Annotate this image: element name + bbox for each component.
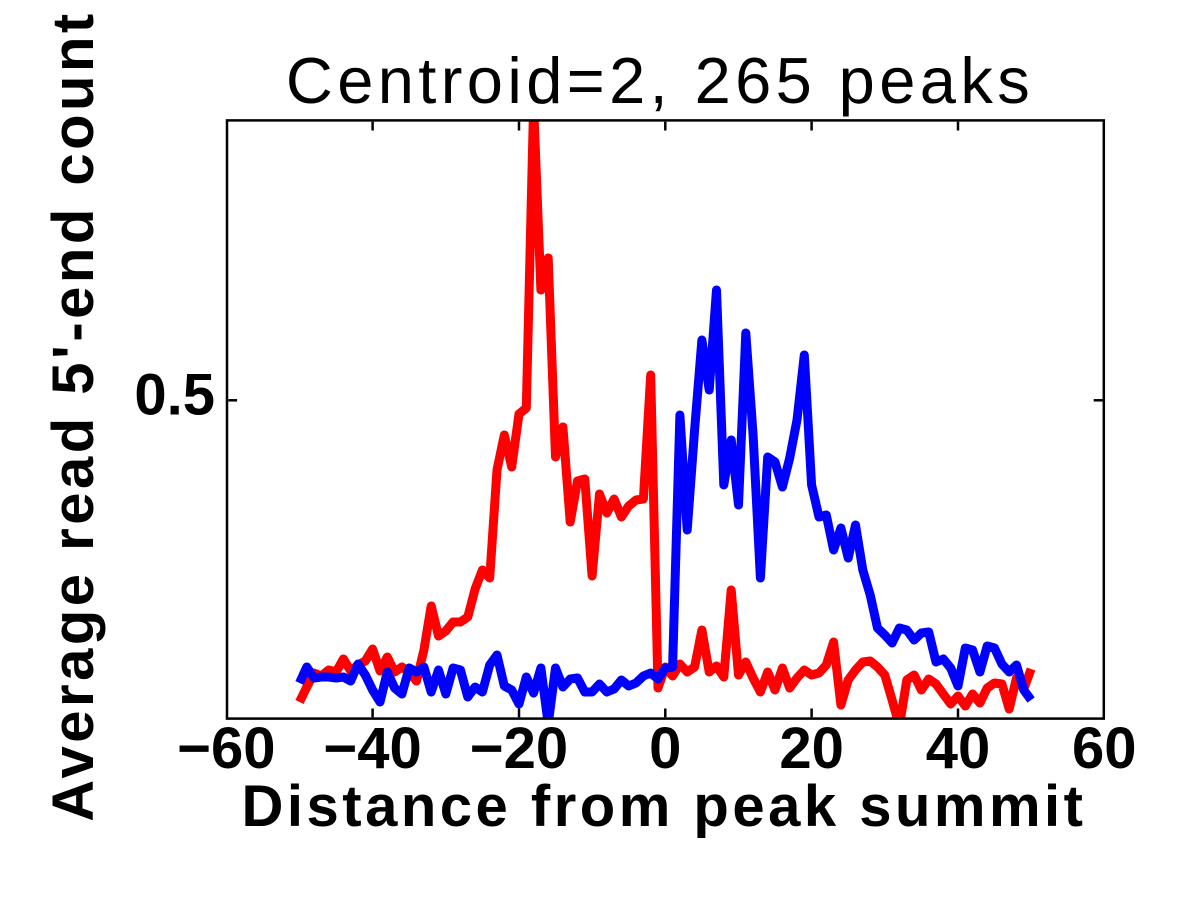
svg-text:0.5: 0.5 — [134, 363, 215, 428]
svg-text:−60: −60 — [177, 716, 275, 781]
svg-text:40: 40 — [926, 716, 991, 781]
svg-text:Distance from peak summit: Distance from peak summit — [242, 774, 1087, 839]
svg-text:−40: −40 — [323, 716, 421, 781]
svg-text:60: 60 — [1072, 716, 1137, 781]
svg-text:−20: −20 — [470, 716, 568, 781]
svg-text:Centroid=2, 265 peaks: Centroid=2, 265 peaks — [286, 44, 1034, 117]
svg-text:Average read 5'-end count: Average read 5'-end count — [41, 10, 106, 821]
svg-text:0: 0 — [649, 716, 681, 781]
svg-text:20: 20 — [779, 716, 844, 781]
